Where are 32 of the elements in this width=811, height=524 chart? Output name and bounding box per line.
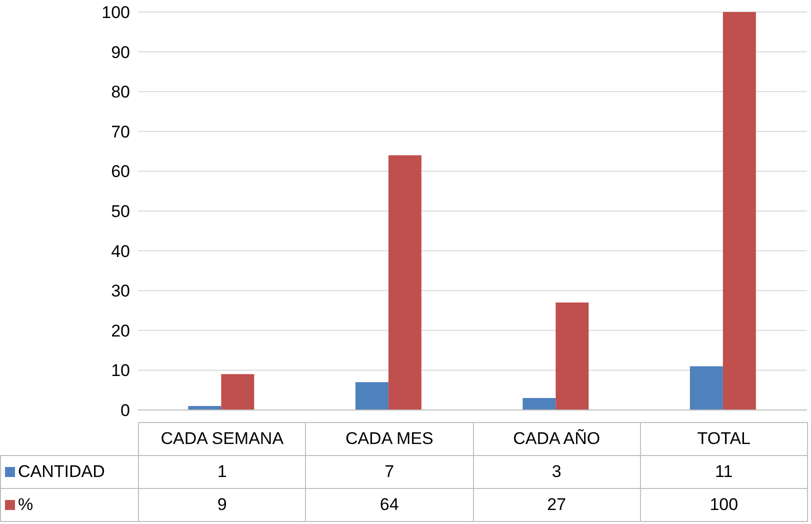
y-tick-label: 50 bbox=[111, 202, 130, 222]
x-tick-label: TOTAL bbox=[640, 422, 808, 456]
data-label: 9 bbox=[138, 488, 306, 522]
data-label: 1 bbox=[138, 456, 306, 488]
data-label: 64 bbox=[306, 488, 473, 522]
legend-label: CANTIDAD bbox=[0, 456, 138, 488]
x-tick-label: CADA SEMANA bbox=[138, 422, 306, 456]
y-tick-label: 0 bbox=[120, 401, 130, 420]
y-tick-label: 80 bbox=[111, 82, 130, 102]
bar bbox=[355, 382, 388, 410]
bar bbox=[221, 374, 254, 410]
bar bbox=[556, 302, 589, 410]
bar bbox=[522, 398, 556, 410]
data-label: 7 bbox=[306, 456, 473, 488]
data-label: 100 bbox=[640, 488, 808, 522]
data-label: 27 bbox=[473, 488, 640, 522]
y-tick-label: 10 bbox=[111, 361, 130, 380]
bar bbox=[722, 12, 756, 410]
bar bbox=[690, 366, 723, 410]
legend-label: % bbox=[0, 488, 138, 522]
y-tick-label: 90 bbox=[111, 42, 130, 62]
data-label: 3 bbox=[473, 456, 640, 488]
x-tick-label: CADA MES bbox=[306, 422, 473, 456]
x-tick-label: CADA AÑO bbox=[473, 422, 640, 456]
y-tick-label: 70 bbox=[111, 122, 130, 142]
y-tick-label: 20 bbox=[111, 321, 130, 340]
y-tick-label: 30 bbox=[111, 282, 130, 301]
data-label: 11 bbox=[640, 456, 808, 488]
bar bbox=[388, 155, 422, 410]
y-tick-label: 60 bbox=[111, 162, 130, 182]
y-tick-label: 40 bbox=[111, 242, 130, 261]
y-tick-label: 100 bbox=[102, 3, 130, 22]
